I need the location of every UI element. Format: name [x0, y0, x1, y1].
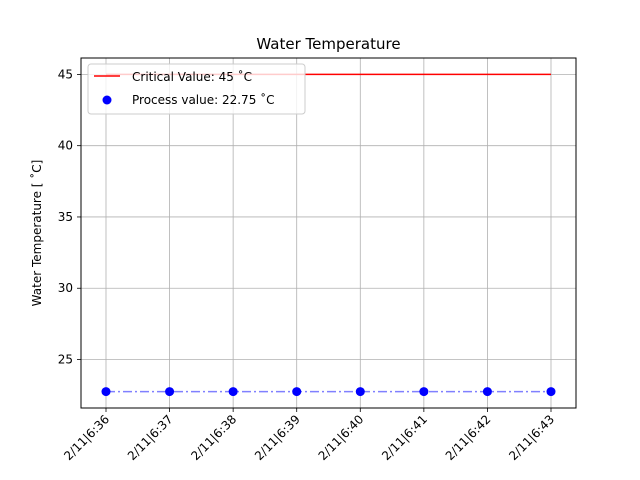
- x-tick-label: 2/11|6:37: [125, 412, 176, 463]
- y-tick-label: 30: [58, 281, 73, 295]
- process-value-point: [546, 387, 556, 397]
- process-value-point: [482, 387, 492, 397]
- process-value-point: [165, 387, 175, 397]
- x-axis-ticks: 2/11|6:36 2/11|6:37 2/11|6:38 2/11|6:39 2/11…: [61, 408, 557, 463]
- legend-box: [87, 63, 306, 115]
- x-tick-label: 2/11|6:43: [506, 412, 557, 463]
- x-tick-label: 2/11|6:39: [252, 412, 303, 463]
- y-tick-label: 45: [58, 67, 73, 81]
- legend-process-swatch: [102, 95, 112, 105]
- process-value-point: [101, 387, 111, 397]
- y-tick-label: 40: [58, 139, 73, 153]
- legend: Critical Value: 45 ˚C Process value: 22.…: [87, 63, 306, 115]
- chart-title: Water Temperature: [256, 35, 400, 53]
- y-axis-ticks: 25 30 35 40 45: [58, 67, 81, 367]
- legend-process-label: Process value: 22.75 ˚C: [132, 92, 275, 107]
- process-value-point: [355, 387, 365, 397]
- process-value-point: [228, 387, 238, 397]
- y-tick-label: 35: [58, 210, 73, 224]
- plot-frame: [80, 57, 577, 409]
- y-axis-label: Water Temperature [ ˚C]: [29, 160, 44, 307]
- x-tick-label: 2/11|6:38: [188, 412, 239, 463]
- y-tick-label: 25: [58, 353, 73, 367]
- x-tick-label: 2/11|6:40: [316, 412, 367, 463]
- process-value-point: [292, 387, 302, 397]
- process-value-point: [419, 387, 429, 397]
- x-tick-label: 2/11|6:36: [61, 412, 112, 463]
- x-tick-label: 2/11|6:41: [379, 412, 430, 463]
- legend-critical-label: Critical Value: 45 ˚C: [132, 69, 252, 84]
- x-tick-label: 2/11|6:42: [443, 412, 494, 463]
